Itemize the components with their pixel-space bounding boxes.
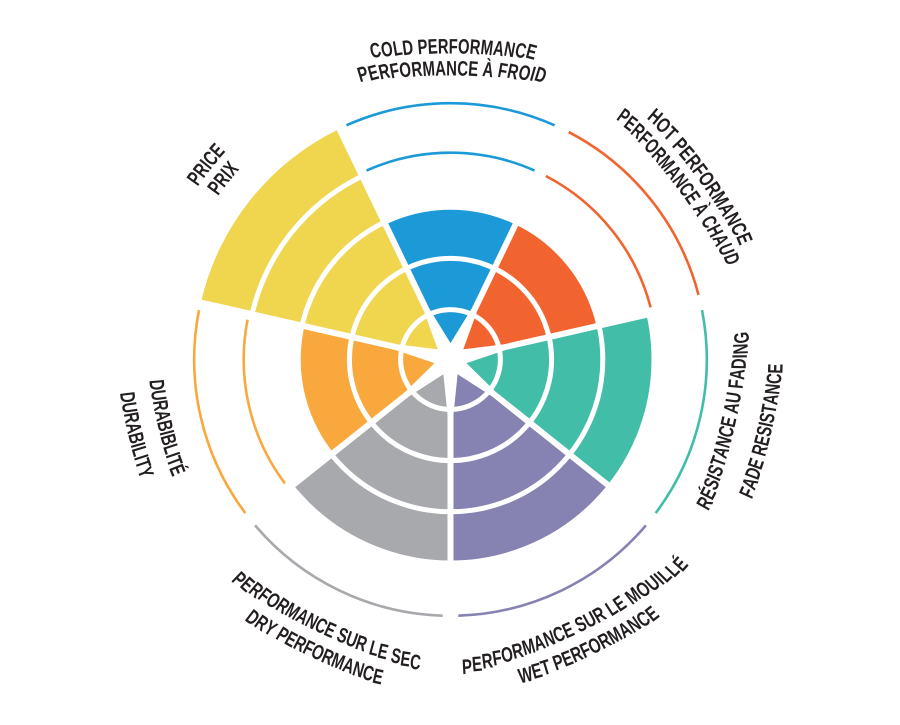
svg-text:B: B [153, 418, 178, 434]
svg-text:D: D [727, 358, 750, 369]
svg-text:L: L [391, 36, 404, 60]
svg-text:N: N [761, 383, 785, 396]
svg-text:D: D [145, 379, 169, 392]
svg-text:R: R [480, 648, 494, 673]
svg-text:O: O [499, 641, 515, 667]
svg-text:O: O [398, 58, 413, 83]
svg-text:D: D [115, 391, 139, 404]
svg-text:A: A [726, 368, 750, 380]
svg-text:R: R [376, 59, 392, 84]
svg-text:N: N [446, 57, 457, 80]
svg-text:A: A [492, 36, 506, 60]
svg-text:I: I [754, 420, 778, 429]
svg-text:R: R [510, 637, 526, 663]
svg-text:P: P [461, 654, 472, 679]
svg-text:U: U [146, 389, 170, 402]
svg-text:C: C [457, 57, 469, 80]
svg-text:I: I [728, 354, 751, 358]
svg-text:F: F [724, 379, 748, 390]
svg-text:N: N [729, 343, 752, 355]
svg-text:S: S [755, 411, 780, 425]
svg-text:F: F [388, 59, 401, 83]
svg-text:E: E [716, 414, 741, 429]
svg-text:R: R [505, 59, 520, 84]
svg-text:E: E [471, 651, 483, 676]
svg-text:U: U [117, 401, 141, 415]
svg-text:A: A [121, 420, 146, 435]
svg-text:R: R [438, 35, 449, 58]
svg-text:F: F [496, 59, 509, 83]
svg-text:D: D [401, 36, 415, 60]
svg-text:S: S [389, 644, 403, 669]
svg-text:À: À [481, 56, 495, 81]
svg-text:M: M [519, 633, 537, 660]
svg-text:O: O [458, 35, 470, 59]
svg-text:F: F [491, 645, 504, 670]
svg-text:A: A [719, 401, 744, 416]
svg-text:T: T [757, 403, 781, 415]
svg-text:E: E [467, 57, 479, 81]
svg-text:A: A [759, 393, 783, 406]
svg-text:O: O [379, 37, 395, 62]
svg-text:R: R [119, 410, 144, 425]
svg-text:E: E [764, 363, 787, 373]
svg-text:R: R [469, 35, 481, 59]
svg-text:I: I [528, 62, 538, 85]
svg-text:A: A [435, 57, 447, 80]
svg-text:E: E [427, 35, 438, 59]
svg-text:I: I [129, 452, 152, 463]
svg-text:R: R [410, 57, 423, 81]
svg-text:F: F [449, 35, 458, 58]
svg-text:P: P [417, 35, 429, 59]
svg-text:C: C [409, 650, 422, 674]
svg-text:I: I [126, 440, 149, 450]
svg-text:E: E [399, 647, 412, 671]
svg-text:C: C [762, 373, 786, 385]
svg-text:M: M [479, 36, 494, 60]
svg-text:M: M [422, 57, 436, 81]
svg-text:O: O [516, 60, 533, 85]
svg-text:A: A [150, 408, 175, 423]
svg-text:U: U [721, 391, 745, 405]
svg-text:R: R [148, 398, 173, 412]
svg-text:C: C [513, 38, 529, 63]
svg-text:I: I [161, 449, 184, 460]
svg-text:C: C [367, 38, 383, 63]
svg-text:I: I [155, 428, 178, 438]
svg-text:G: G [730, 331, 754, 344]
svg-text:W: W [516, 661, 536, 688]
svg-text:N: N [502, 37, 517, 62]
